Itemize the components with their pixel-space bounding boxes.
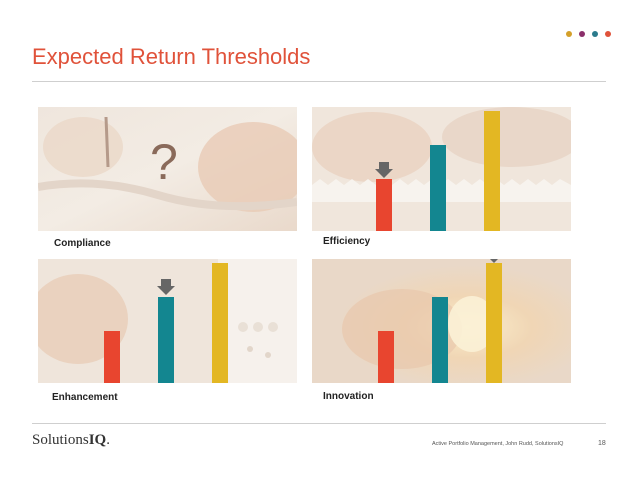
accent-dot-2 (579, 31, 585, 37)
panel-innovation (312, 259, 571, 383)
efficiency-threshold-arrow-icon (375, 162, 393, 178)
innovation-threshold-arrow-icon (490, 259, 498, 263)
footer-credit: Active Portfolio Management, John Rudd, … (432, 441, 564, 447)
label-compliance: Compliance (54, 238, 111, 249)
question-mark: ? (150, 134, 178, 190)
solutionsiq-logo: SolutionsIQ. (32, 432, 110, 449)
enhancement-bar-high (212, 263, 228, 383)
page-number: 18 (598, 440, 606, 447)
accent-dots (566, 31, 611, 37)
panel-efficiency (312, 107, 571, 231)
innovation-bar-high (486, 263, 502, 383)
enhancement-bar-low (104, 331, 120, 383)
label-efficiency: Efficiency (323, 236, 371, 247)
innovation-bar-medium (432, 297, 448, 383)
accent-dot-3 (592, 31, 598, 37)
accent-dot-1 (566, 31, 572, 37)
enhancement-bar-medium (158, 297, 174, 383)
title-divider (32, 81, 606, 82)
efficiency-bar-medium (430, 145, 446, 231)
logo-text: Solutions (32, 432, 89, 448)
panel-enhancement (38, 259, 297, 383)
slide-title: Expected Return Thresholds (32, 44, 311, 69)
efficiency-bar-low (376, 179, 392, 231)
label-enhancement: Enhancement (52, 392, 118, 403)
footer-divider (32, 423, 606, 424)
panel-compliance: ? (38, 107, 297, 231)
logo-mark: . (106, 432, 110, 448)
innovation-bar-low (378, 331, 394, 383)
compliance-photo (38, 107, 297, 231)
label-innovation: Innovation (323, 391, 374, 402)
efficiency-bar-high (484, 111, 500, 231)
logo-iq: IQ (88, 432, 107, 448)
enhancement-threshold-arrow-icon (157, 279, 175, 295)
accent-dot-4 (605, 31, 611, 37)
